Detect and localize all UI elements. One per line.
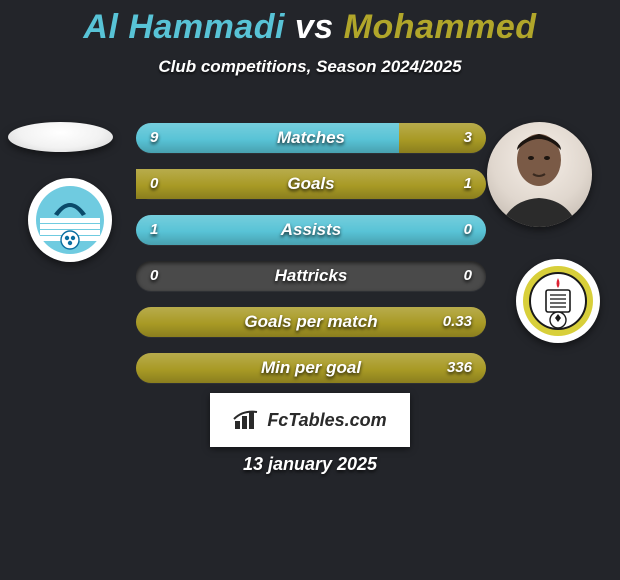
stat-value-right: 0.33 [443, 307, 472, 337]
stat-value-left: 9 [150, 123, 158, 153]
club-ittihad-icon [521, 264, 595, 338]
player-silhouette-icon [487, 122, 592, 227]
player2-club-badge [516, 259, 600, 343]
stat-value-right: 0 [464, 215, 472, 245]
footer-date: 13 january 2025 [0, 454, 620, 475]
stat-value-right: 0 [464, 261, 472, 291]
bar-chart-icon [233, 409, 261, 431]
stat-bar: Matches9 3 [136, 123, 486, 153]
stat-label: Goals per match [136, 307, 486, 337]
stat-value-left: 1 [150, 215, 158, 245]
brand-badge: FcTables.com [210, 393, 410, 447]
stat-label: Assists [136, 215, 486, 245]
stat-bar: Goals per match0.33 [136, 307, 486, 337]
stat-label: Min per goal [136, 353, 486, 383]
page-title: Al Hammadi vs Mohammed [0, 0, 620, 47]
subtitle: Club competitions, Season 2024/2025 [0, 57, 620, 77]
stat-label: Goals [136, 169, 486, 199]
stat-bar: Assists1 0 [136, 215, 486, 245]
player1-club-badge [28, 178, 112, 262]
stat-value-right: 336 [447, 353, 472, 383]
stat-value-left: 0 [150, 261, 158, 291]
brand-text: FcTables.com [267, 410, 386, 431]
stat-value-right: 3 [464, 123, 472, 153]
player1-avatar [8, 122, 113, 152]
stat-bar: Min per goal336 [136, 353, 486, 383]
stat-bar: Goals0 1 [136, 169, 486, 199]
player2-avatar [487, 122, 592, 227]
stat-value-right: 1 [464, 169, 472, 199]
stat-bar: Hattricks0 0 [136, 261, 486, 291]
stat-value-left: 0 [150, 169, 158, 199]
stat-label: Matches [136, 123, 486, 153]
stats-bars: Matches93Goals01Assists10Hattricks00Goal… [136, 123, 486, 399]
stat-label: Hattricks [136, 261, 486, 291]
club-baniyas-icon [34, 184, 106, 256]
